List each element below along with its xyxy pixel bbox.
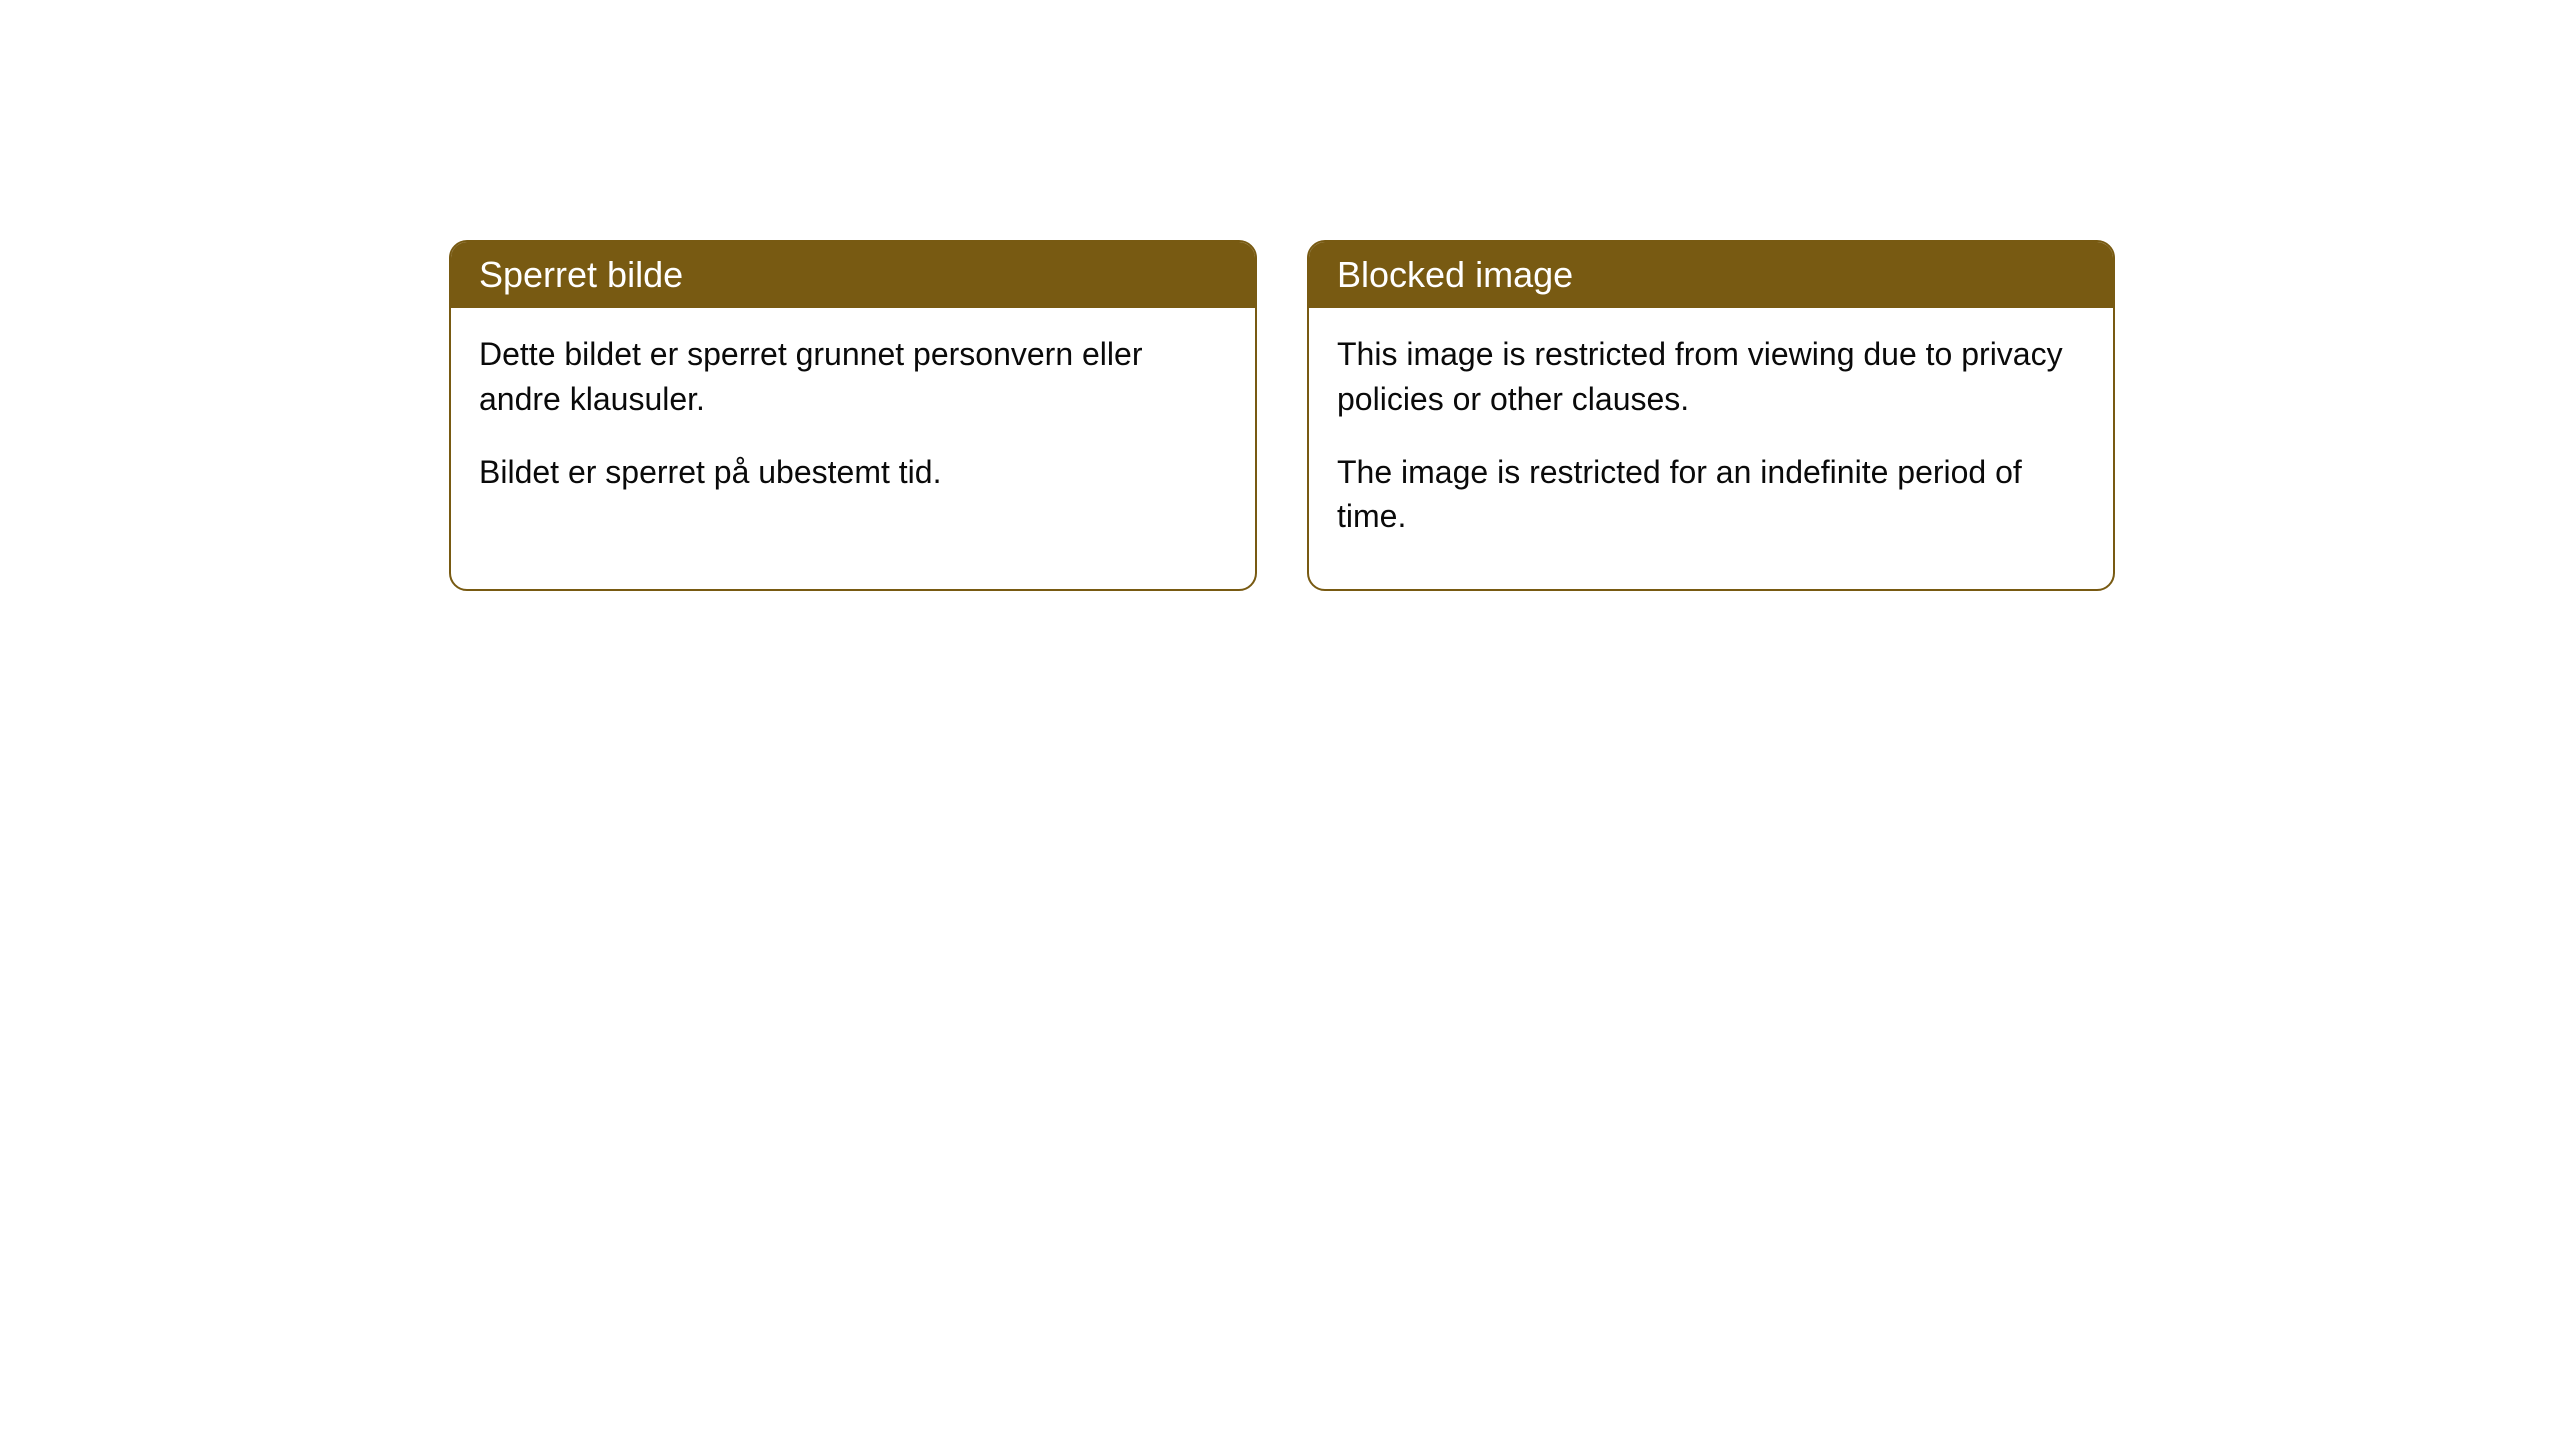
card-header-english: Blocked image (1309, 242, 2113, 308)
card-body-norwegian: Dette bildet er sperret grunnet personve… (451, 308, 1255, 544)
cards-container: Sperret bilde Dette bildet er sperret gr… (449, 240, 2115, 591)
card-paragraph-2-english: The image is restricted for an indefinit… (1337, 450, 2085, 540)
card-header-norwegian: Sperret bilde (451, 242, 1255, 308)
card-paragraph-2-norwegian: Bildet er sperret på ubestemt tid. (479, 450, 1227, 495)
card-paragraph-1-english: This image is restricted from viewing du… (1337, 332, 2085, 422)
card-paragraph-1-norwegian: Dette bildet er sperret grunnet personve… (479, 332, 1227, 422)
card-body-english: This image is restricted from viewing du… (1309, 308, 2113, 589)
card-english: Blocked image This image is restricted f… (1307, 240, 2115, 591)
card-norwegian: Sperret bilde Dette bildet er sperret gr… (449, 240, 1257, 591)
